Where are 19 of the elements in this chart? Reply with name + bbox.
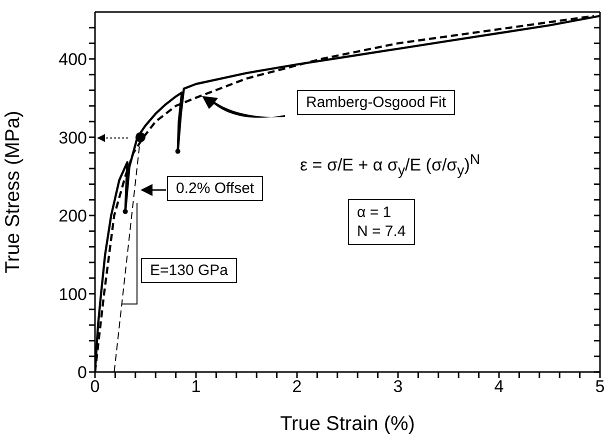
x-tick-label: 4 — [494, 377, 504, 396]
annotation: α = 1 — [357, 203, 392, 222]
annotation: 0.2% Offset — [176, 180, 254, 197]
y-tick-label: 400 — [58, 50, 87, 69]
annotation: ε = σ/E + α σ$_{y}$/E (σ/σ$_{y}$)$^{N}$ — [300, 152, 480, 180]
y-tick-label: 100 — [58, 284, 87, 304]
y-axis-title: True Stress (MPa) — [2, 110, 24, 274]
x-tick-label: 0 — [90, 377, 100, 396]
x-tick-label: 3 — [393, 377, 403, 396]
y-tick-label: 0 — [78, 363, 87, 382]
annotation: E=130 GPa — [150, 262, 228, 279]
x-tick-label: 2 — [292, 377, 302, 396]
annotation: Ramberg-Osgood Fit — [306, 94, 446, 111]
x-axis-title: True Strain (%) — [280, 413, 415, 434]
y-tick-label: 300 — [58, 128, 87, 148]
y-tick-label: 200 — [58, 206, 87, 226]
x-tick-label: 5 — [595, 377, 605, 396]
annotation: N = 7.4 — [357, 222, 406, 241]
x-tick-label: 1 — [191, 377, 201, 396]
